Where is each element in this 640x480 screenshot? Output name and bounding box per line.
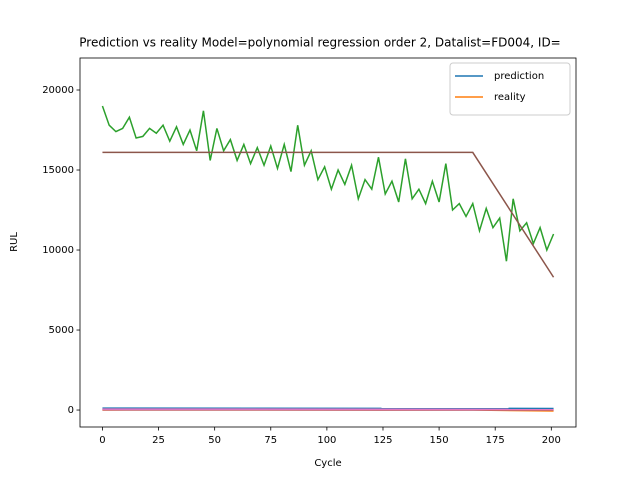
y-tick-label: 0 (68, 405, 74, 416)
x-axis-label: Cycle (314, 458, 341, 469)
y-tick-label: 5000 (49, 325, 74, 336)
series-line (102, 151, 555, 278)
x-tick-label: 150 (430, 435, 449, 446)
x-tick-label: 100 (317, 435, 336, 446)
y-tick-label: 15000 (42, 165, 74, 176)
chart-title: Prediction vs reality Model=polynomial r… (79, 36, 560, 50)
x-tick-label: 50 (208, 435, 221, 446)
plot-frame (79, 57, 577, 428)
y-axis-label: RUL (9, 232, 20, 252)
y-tick-label: 20000 (42, 85, 74, 96)
x-tick-label: 175 (486, 435, 505, 446)
x-tick-label: 25 (152, 435, 165, 446)
x-tick-label: 75 (264, 435, 277, 446)
legend-label: reality (494, 92, 526, 103)
legend-label: prediction (494, 71, 544, 82)
series-line (101, 105, 555, 262)
x-tick-label: 200 (542, 435, 561, 446)
y-tick-label: 10000 (42, 245, 74, 256)
x-tick-label: 125 (373, 435, 392, 446)
x-tick-label: 0 (99, 435, 105, 446)
